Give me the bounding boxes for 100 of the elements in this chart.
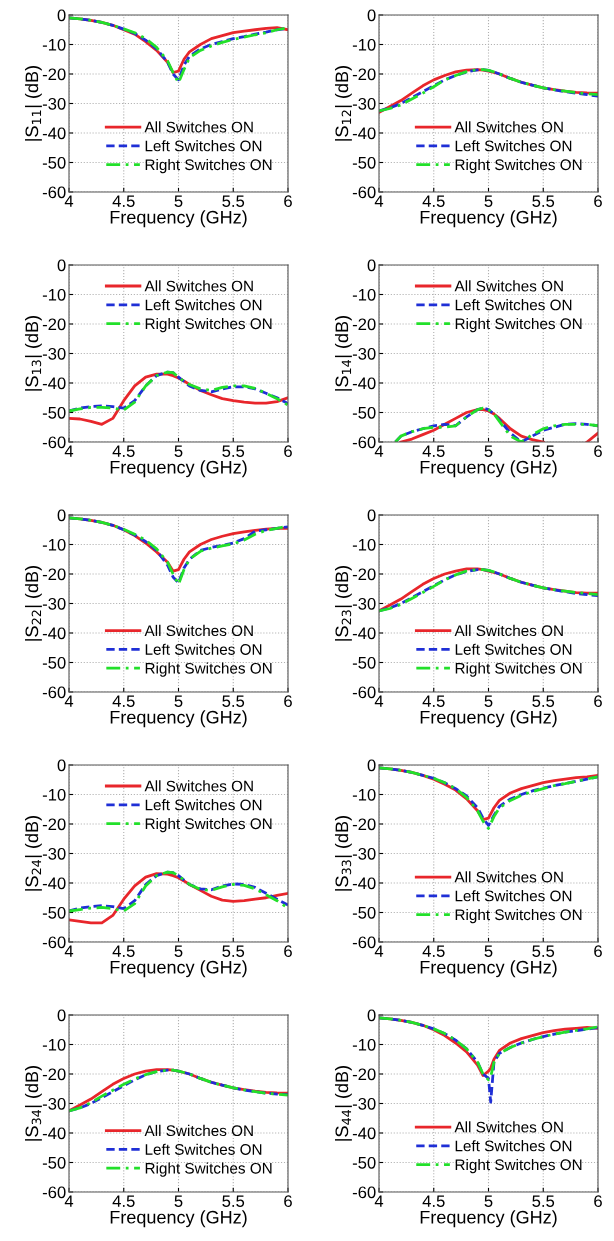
x-axis-title: Frequency (GHz) [110,210,247,228]
legend-label: Left Switches ON [145,140,262,152]
legend-label: Right Switches ON [145,817,272,833]
y-tick-label: -50 [42,906,66,919]
legend-label: Left Switches ON [145,643,262,655]
legend-label: Left Switches ON [145,799,262,811]
y-tick-label: -60 [42,686,66,699]
y-tick-label: -30 [42,847,66,860]
legend-label: Right Switches ON [455,908,582,924]
y-tick-label: -10 [42,1038,66,1051]
legend-label: All Switches ON [454,1121,563,1133]
x-tick-label: 5 [174,945,183,958]
y-tick-label: -50 [42,156,66,169]
x-tick-label: 4.5 [422,1195,445,1208]
legend-label: All Switches ON [454,121,563,133]
y-axis-title: |S$_{14}$| (dB) [334,316,352,391]
y-tick-label: 0 [367,9,376,22]
x-tick-label: 6 [284,695,292,708]
x-tick-label: 5.5 [532,945,555,958]
x-tick-label: 5.5 [222,445,245,458]
y-tick-label: -10 [352,38,376,51]
y-tick-label: 0 [367,759,376,772]
y-tick-label: -30 [42,1097,66,1110]
legend-label: Left Switches ON [455,643,572,655]
line-series [69,370,288,413]
x-tick-label: 4 [374,195,384,207]
x-tick-label: 4.5 [422,945,445,958]
x-tick-label: 4 [64,945,74,957]
legend-label: All Switches ON [454,871,563,883]
legend-label: All Switches ON [454,280,563,292]
x-tick-label: 4 [64,1195,74,1207]
legend-label: Right Switches ON [455,662,582,677]
x-tick-label: 4.5 [112,945,135,958]
x-axis-title: Frequency (GHz) [420,210,557,228]
y-tick-label: 0 [57,1009,66,1022]
y-tick-label: -50 [42,1156,66,1169]
y-tick-label: -20 [42,318,66,331]
y-tick-label: -50 [352,406,376,419]
x-tick-label: 4.5 [422,445,445,458]
x-tick-label: 4.5 [112,195,135,208]
y-tick-label: 0 [57,759,66,772]
legend-label: Left Switches ON [145,299,262,311]
y-tick-label: -10 [42,788,66,801]
y-tick-label: -60 [352,436,376,449]
y-tick-label: -10 [42,538,66,551]
y-tick-label: -30 [352,97,376,110]
y-tick-label: -30 [352,1097,376,1110]
legend-label: All Switches ON [144,1124,253,1137]
x-axis-title: Frequency (GHz) [420,710,557,728]
x-tick-label: 6 [594,195,602,208]
x-tick-label: 5 [484,195,493,208]
x-tick-label: 5.5 [532,1195,555,1208]
legend-label: Left Switches ON [455,299,572,311]
x-tick-label: 5.5 [222,1195,245,1208]
x-tick-label: 5 [174,445,183,458]
y-tick-label: -20 [352,318,376,331]
y-tick-label: -40 [42,1127,66,1140]
y-axis-title: |S$_{11}$| (dB) [24,66,42,141]
y-tick-label: -50 [42,656,66,669]
legend-label: Right Switches ON [455,1158,582,1174]
x-tick-label: 4 [64,695,74,707]
x-axis-title: Frequency (GHz) [420,960,557,978]
y-axis-title: |S$_{13}$| (dB) [24,316,42,391]
y-axis-title: |S$_{44}$| (dB) [334,1066,352,1141]
y-tick-label: -40 [352,877,376,890]
y-tick-label: -50 [352,906,376,919]
x-tick-label: 4.5 [112,1195,135,1208]
y-tick-label: -40 [352,1127,376,1140]
x-tick-label: 4.5 [112,445,135,458]
y-tick-label: -60 [42,436,66,449]
x-axis-title: Frequency (GHz) [420,460,557,478]
x-axis-title: Frequency (GHz) [110,1210,247,1228]
x-tick-label: 4 [374,945,384,957]
x-tick-label: 4 [374,695,384,707]
line-series [69,870,288,913]
x-tick-label: 6 [284,1195,292,1208]
x-tick-label: 6 [594,1195,602,1208]
x-tick-label: 4 [374,445,384,457]
x-tick-label: 6 [594,445,602,458]
y-axis-title: |S$_{24}$| (dB) [24,816,42,891]
x-tick-label: 5 [174,195,183,208]
legend-label: Right Switches ON [455,317,582,333]
y-tick-label: -50 [352,656,376,669]
x-axis-title: Frequency (GHz) [110,710,247,728]
x-tick-label: 4.5 [112,695,135,708]
y-tick-label: -60 [352,186,376,199]
legend-label: Right Switches ON [455,158,582,174]
y-tick-label: -60 [352,686,376,699]
y-tick-label: 0 [367,1009,376,1022]
y-tick-label: -60 [42,186,66,199]
x-tick-label: 5.5 [222,195,245,208]
x-axis-title: Frequency (GHz) [420,1210,557,1228]
legend-label: Left Switches ON [455,1140,572,1152]
y-tick-label: -40 [352,627,376,640]
y-tick-label: -40 [42,877,66,890]
y-tick-label: -20 [352,818,376,831]
x-tick-label: 4.5 [422,695,445,708]
y-axis-title: |S$_{12}$| (dB) [334,66,352,141]
y-tick-label: -20 [352,68,376,81]
x-tick-label: 6 [594,695,602,708]
